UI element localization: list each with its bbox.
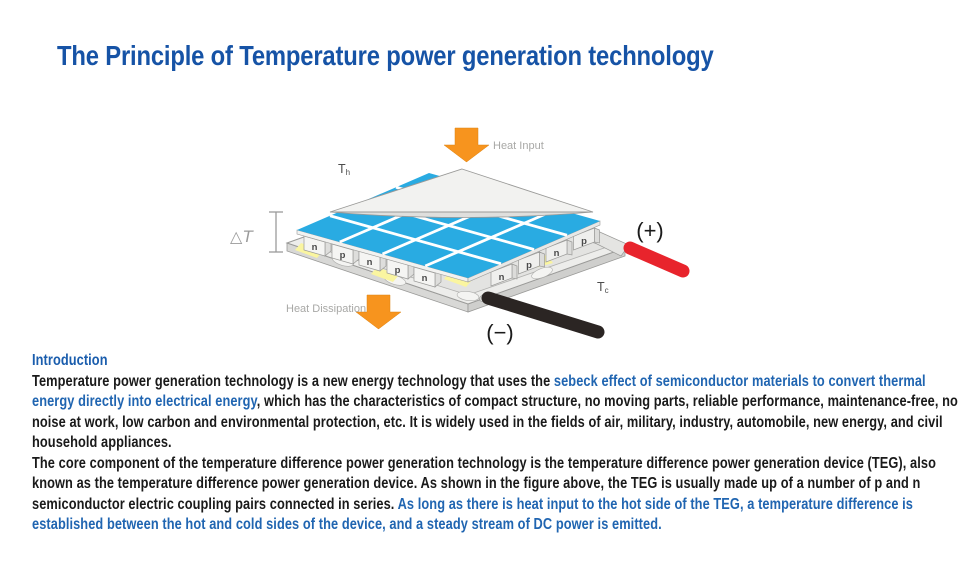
hot-plate-top — [329, 168, 594, 213]
t-symbol: T — [338, 162, 346, 176]
heat-dissipation-label: Heat Dissipation — [286, 303, 366, 315]
hot-plate-edge — [329, 211, 594, 218]
p-label: p — [581, 236, 587, 247]
hot-plate — [329, 168, 594, 218]
delta-symbol: T — [242, 227, 254, 246]
hot-side-temp-label: Th — [338, 162, 350, 177]
t-subscript: c — [605, 286, 609, 295]
p-label: p — [340, 250, 346, 261]
positive-terminal-label: (+) — [636, 218, 664, 243]
n-type-block: n — [545, 239, 573, 263]
n-label: n — [499, 272, 505, 283]
p-label: p — [526, 260, 532, 271]
heat-input-label: Heat Input — [493, 140, 544, 152]
base-plate-pad — [531, 266, 553, 280]
p-type-block: p — [573, 227, 600, 251]
base-plate-pad — [456, 290, 480, 302]
p-label: p — [395, 265, 401, 276]
p2-highlight-text: As long as there is heat input to the ho… — [32, 495, 914, 534]
teg-diagram-svg: n p n p — [230, 127, 690, 345]
section-heading-introduction: Introduction — [32, 352, 108, 369]
paragraph-2: The core component of the temperature di… — [32, 454, 964, 536]
delta-triangle: △ — [230, 229, 243, 246]
n-label: n — [312, 242, 318, 253]
teg-diagram: n p n p — [225, 105, 725, 350]
article-body: Introduction Temperature power generatio… — [32, 351, 964, 536]
p1-text: , which has the characteristics of compa… — [32, 393, 958, 451]
heat-dissipation-arrow-icon — [355, 294, 402, 330]
p2-text: The core component of the temperature di… — [32, 454, 936, 513]
heat-input-arrow-icon — [443, 127, 490, 163]
positive-wire — [623, 241, 690, 278]
n-label: n — [554, 248, 560, 259]
t-symbol: T — [597, 280, 605, 294]
p1-highlight-text: sebeck effect of semiconductor materials… — [32, 372, 926, 411]
semiconductor-blocks-left: n p n p — [303, 235, 442, 288]
negative-terminal-label: (−) — [486, 320, 514, 345]
delta-t-label: △T — [230, 227, 254, 246]
p-type-block: p — [518, 251, 545, 275]
negative-wire — [481, 291, 605, 339]
p-type-block: p — [386, 258, 415, 280]
n-label: n — [422, 273, 428, 284]
n-type-block: n — [490, 263, 518, 287]
cold-side-temp-label: Tc — [597, 280, 609, 295]
n-label: n — [367, 257, 373, 268]
paragraph-1: Temperature power generation technology … — [32, 372, 964, 454]
t-subscript: h — [346, 168, 350, 177]
page-title: The Principle of Temperature power gener… — [57, 40, 714, 71]
semiconductor-blocks-right: n p n p — [490, 227, 600, 287]
delta-t-bracket — [269, 211, 283, 253]
p1-text: Temperature power generation technology … — [32, 372, 554, 390]
